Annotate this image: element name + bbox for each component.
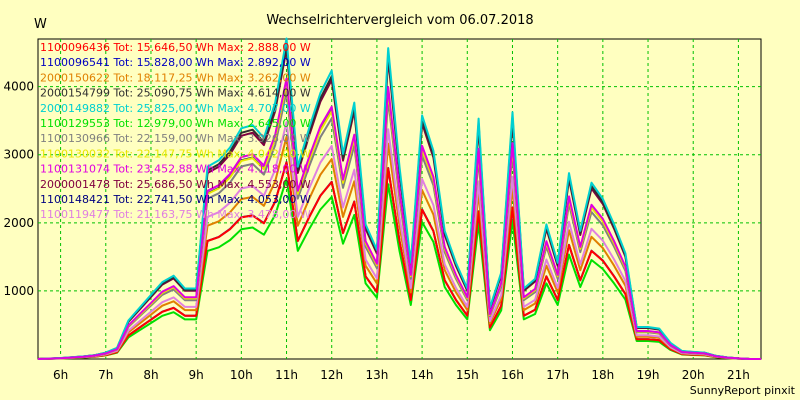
x-tick-label: 15h (456, 368, 479, 382)
x-tick-label: 12h (320, 368, 343, 382)
legend-entry: 1100130966 Tot: 22.159,00 Wh Max: 3.926,… (40, 132, 311, 145)
x-tick-label: 16h (501, 368, 524, 382)
x-tick-label: 11h (275, 368, 298, 382)
x-tick-label: 17h (546, 368, 569, 382)
y-tick-label: 1000 (3, 284, 34, 298)
legend-entry: 1100148421 Tot: 22.741,50 Wh Max: 4.053,… (40, 193, 311, 206)
legend-entry: 2000150622 Tot: 18.117,25 Wh Max: 3.262,… (40, 71, 311, 84)
legend-entry: 1100131074 Tot: 23.452,88 Wh Max: 4.118,… (40, 163, 311, 176)
legend-entry: 1100129553 Tot: 12.979,00 Wh Max: 2.645,… (40, 117, 311, 130)
x-tick-label: 18h (591, 368, 614, 382)
legend-entry: 1100096436 Tot: 15.646,50 Wh Max: 2.888,… (40, 41, 311, 54)
series-line-1100096436 (37, 161, 761, 360)
x-axis-labels: 6h 7h 8h 9h 10h 11h 12h 13h 14h 15h 16h 17h 18h 19h 20… (53, 368, 750, 382)
y-tick-label: 4000 (3, 80, 34, 94)
y-tick-label: 3000 (3, 148, 34, 162)
legend-entry: 2000001478 Tot: 25.686,50 Wh Max: 4.553,… (40, 178, 311, 191)
x-tick-label: 7h (98, 368, 113, 382)
series-lines (37, 37, 761, 360)
y-axis-unit: W (34, 17, 47, 32)
y-axis-labels: 1000 2000 3000 4000 (3, 80, 34, 298)
series-line-1100129553 (37, 177, 761, 360)
x-tick-label: 9h (189, 368, 204, 382)
x-tick-label: 14h (411, 368, 434, 382)
legend: 1100096436 Tot: 15.646,50 Wh Max: 2.888,… (40, 41, 311, 221)
series-line-1100119477 (37, 121, 761, 360)
legend-entry: 1100119477 Tot: 21.163,75 Wh Max: 3.478,… (40, 208, 311, 221)
legend-entry: 2000149882 Tot: 25.825,00 Wh Max: 4.707,… (40, 102, 311, 115)
y-tick-label: 2000 (3, 216, 34, 230)
series-line-2000150622 (37, 135, 761, 360)
x-tick-label: 20h (682, 368, 705, 382)
series-line-1100131074 (37, 77, 761, 360)
x-tick-label: 13h (365, 368, 388, 382)
legend-entry: 1100130032 Tot: 22.147,75 Wh Max: 4.042,… (40, 147, 311, 160)
x-tick-label: 19h (637, 368, 660, 382)
x-tick-label: 8h (143, 368, 158, 382)
legend-entry: 1100096541 Tot: 15.828,00 Wh Max: 2.892,… (40, 56, 311, 69)
x-tick-label: 10h (230, 368, 253, 382)
series-line-2000149882 (37, 37, 761, 360)
x-tick-label: 21h (727, 368, 750, 382)
chart-title: Wechselrichtervergleich vom 06.07.2018 (266, 13, 533, 28)
legend-entry: 2000154799 Tot: 25.090,75 Wh Max: 4.614,… (40, 87, 311, 100)
x-tick-label: 6h (53, 368, 68, 382)
footer-credit: SunnyReport pinxit (690, 384, 796, 397)
